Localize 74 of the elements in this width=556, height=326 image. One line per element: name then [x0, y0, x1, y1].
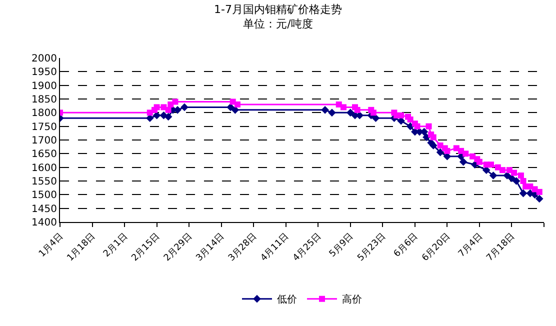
- point: [231, 106, 240, 114]
- point: [429, 142, 438, 150]
- point: [426, 123, 432, 130]
- point: [407, 116, 414, 122]
- y-tick-label: 1800: [32, 108, 57, 120]
- point: [226, 103, 234, 112]
- point: [354, 106, 360, 113]
- point: [535, 194, 544, 203]
- y-tick-label: 1700: [32, 136, 57, 146]
- point: [443, 152, 452, 160]
- x-tick-label: 1月4日: [37, 232, 66, 260]
- legend-label: 低价: [277, 294, 297, 306]
- point: [160, 104, 167, 110]
- point: [489, 172, 498, 180]
- chart-subtitle: 单位：元/吨度: [243, 17, 313, 30]
- y-tick-label: 1650: [32, 149, 57, 160]
- chart-title: 1-7月国内钼精矿价格走势: [214, 3, 342, 16]
- point: [398, 112, 404, 118]
- x-tick-label: 5月9日: [328, 232, 356, 260]
- y-tick-label: 1600: [32, 162, 57, 174]
- y-tick-label: 1500: [32, 190, 57, 202]
- point: [518, 172, 524, 179]
- point: [444, 148, 450, 154]
- x-tick-label: 1月18日: [66, 232, 98, 264]
- point: [154, 104, 160, 110]
- point: [152, 112, 161, 120]
- x-tick-label: 3月28日: [226, 232, 259, 264]
- legend-label: 高价: [342, 294, 362, 306]
- point: [164, 112, 172, 121]
- point: [436, 148, 444, 156]
- point: [180, 103, 188, 112]
- x-tick-label: 4月11日: [259, 232, 292, 264]
- point: [422, 133, 430, 142]
- y-tick-label: 1450: [32, 204, 57, 215]
- point: [414, 123, 420, 130]
- y-tick-label: 1900: [32, 80, 57, 92]
- point: [520, 178, 526, 184]
- x-tick-label: 6月20日: [420, 232, 453, 264]
- x-tick-label: 7月18日: [485, 232, 518, 264]
- x-tick-label: 3月14日: [194, 232, 227, 264]
- point: [536, 188, 542, 195]
- x-tick-label: 2月29日: [162, 232, 194, 264]
- x-tick-label: 4月25日: [291, 232, 324, 264]
- x-tick-label: 7月4日: [456, 232, 485, 260]
- point: [430, 134, 436, 140]
- y-tick-label: 1400: [32, 218, 57, 228]
- point: [519, 189, 528, 198]
- point: [527, 183, 534, 190]
- x-tick-label: 6月6日: [392, 232, 420, 260]
- point: [165, 106, 172, 113]
- point: [321, 106, 329, 114]
- y-tick-label: 1850: [32, 94, 57, 106]
- point: [406, 122, 414, 130]
- y-tick-label: 1950: [32, 67, 57, 78]
- point: [459, 158, 468, 166]
- point: [346, 108, 354, 117]
- point: [488, 162, 494, 168]
- point: [462, 150, 469, 157]
- point: [500, 167, 506, 174]
- point: [234, 101, 240, 108]
- point: [512, 177, 520, 185]
- y-tick-label: 2000: [32, 54, 57, 64]
- point: [172, 98, 178, 105]
- point: [370, 110, 376, 116]
- point: [511, 170, 518, 176]
- y-tick-label: 1750: [32, 122, 57, 133]
- point: [328, 108, 336, 117]
- point: [476, 158, 482, 165]
- y-tick-label: 1550: [32, 176, 57, 188]
- point: [372, 114, 380, 122]
- point: [340, 104, 346, 110]
- x-tick-label: 2月15日: [130, 232, 162, 264]
- x-tick-label: 2月1日: [102, 232, 130, 260]
- x-tick-label: 5月23日: [356, 232, 388, 264]
